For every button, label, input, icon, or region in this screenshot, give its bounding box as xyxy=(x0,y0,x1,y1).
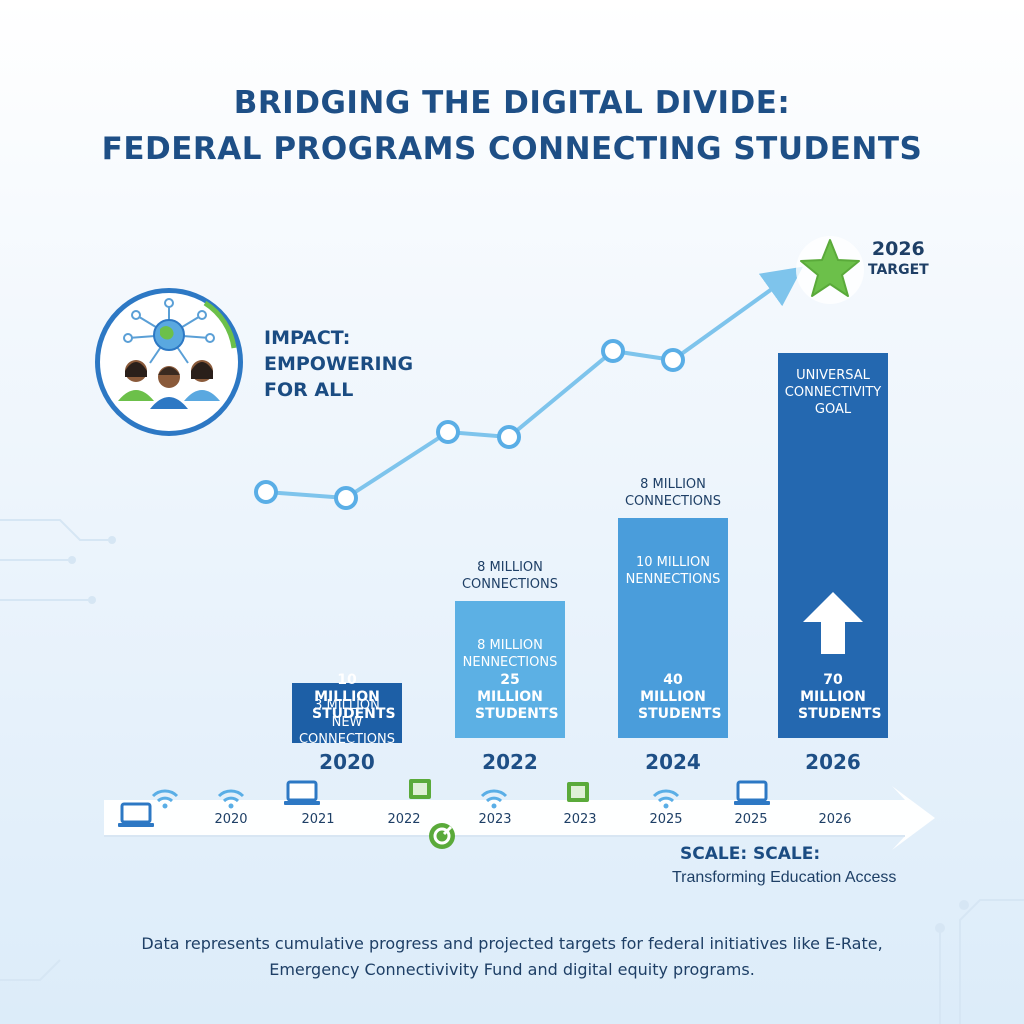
impact-line-1: IMPACT: xyxy=(264,327,351,349)
wifi-icon xyxy=(217,789,245,809)
trend-point xyxy=(601,339,625,363)
up-arrow-icon xyxy=(803,592,863,654)
trend-point xyxy=(436,420,460,444)
bar-category-label: 2020 xyxy=(319,750,375,774)
timeline-year: 2025 xyxy=(734,812,768,827)
timeline-year: 2023 xyxy=(563,812,597,827)
title-line-1: BRIDGING THE DIGITAL DIVIDE: xyxy=(233,85,791,121)
timeline-year: 2022 xyxy=(387,812,421,827)
trend-point xyxy=(334,486,358,510)
timeline-year: 2020 xyxy=(214,812,248,827)
bar-category-label: 2022 xyxy=(482,750,538,774)
bar-above-label: 8 MILLION CONNECTIONS xyxy=(461,559,559,592)
scale-title: SCALE: SCALE: xyxy=(680,844,821,864)
bar-inner-label: UNIVERSAL CONNECTIVITY GOAL xyxy=(784,368,882,417)
bar-category-label: 2026 xyxy=(805,750,861,774)
trend-point xyxy=(497,425,521,449)
laptop-icon xyxy=(734,780,770,805)
student-icon xyxy=(118,360,154,401)
bar-inner-label: 8 MILLION NENNECTIONS xyxy=(462,637,558,670)
bar-header-band xyxy=(292,683,402,743)
wifi-icon xyxy=(151,789,179,809)
footnote-line-2: Emergency Connectivivity Fund and digita… xyxy=(269,960,755,979)
trend-point xyxy=(254,480,278,504)
student-icon xyxy=(184,360,220,401)
bar-value-label: 25 MILLION STUDENTS xyxy=(475,672,559,722)
timeline-year: 2023 xyxy=(478,812,512,827)
title-line-2: FEDERAL PROGRAMS CONNECTING STUDENTS xyxy=(101,131,923,167)
bar-2026: UNIVERSAL CONNECTIVITY GOAL 70 MILLION ST… xyxy=(778,353,888,738)
target-word: TARGET xyxy=(868,262,929,278)
bar-inner-label: 3 MILLION NEW CONNECTIONS xyxy=(298,698,396,747)
impact-line-2: EMPOWERING xyxy=(264,353,414,375)
page-title: BRIDGING THE DIGITAL DIVIDE: FEDERAL PRO… xyxy=(0,80,1024,172)
laptop-icon xyxy=(118,802,154,827)
timeline-year: 2025 xyxy=(649,812,683,827)
wifi-icon xyxy=(480,789,508,809)
impact-emblem xyxy=(95,288,243,436)
bar-inner-label: 10 MILLION NENNECTIONS xyxy=(625,555,721,587)
globe-network-icon xyxy=(118,298,237,409)
impact-caption: IMPACT: EMPOWERING FOR ALL xyxy=(264,325,413,403)
bar-2024: 10 MILLION NENNECTIONS 40 MILLION STUDENT… xyxy=(618,518,728,738)
tablet-icon xyxy=(567,782,589,802)
wifi-icon xyxy=(652,789,680,809)
tablet-icon xyxy=(409,779,431,799)
bar-value-label: 70 MILLION STUDENTS xyxy=(798,672,882,722)
bar-category-label: 2024 xyxy=(645,750,701,774)
laptop-icon xyxy=(284,780,320,805)
impact-line-3: FOR ALL xyxy=(264,379,354,401)
timeline-year: 2026 xyxy=(818,812,852,827)
star-icon xyxy=(800,239,860,297)
footnote: Data represents cumulative progress and … xyxy=(0,931,1024,983)
footnote-line-1: Data represents cumulative progress and … xyxy=(141,934,883,953)
trend-point xyxy=(661,348,685,372)
target-badge-icon xyxy=(429,823,455,849)
timeline-year: 2021 xyxy=(301,812,335,827)
scale-subtitle: Transforming Education Access xyxy=(672,869,897,886)
bar-2020: 3 MILLION NEW CONNECTIONS 10 MILLION STUD… xyxy=(292,672,402,747)
bar-value-label: 10 MILLION STUDENTS xyxy=(312,672,396,722)
bar-above-label: 8 MILLION CONNECTIONS xyxy=(624,477,722,509)
student-icon xyxy=(150,366,188,409)
target-year: 2026 xyxy=(871,238,925,260)
bar-2022: 8 MILLION NENNECTIONS 25 MILLION STUDENTS xyxy=(455,600,565,738)
bar-value-label: 40 MILLION STUDENTS xyxy=(638,672,722,722)
target-label: 2026 TARGET xyxy=(868,238,929,278)
